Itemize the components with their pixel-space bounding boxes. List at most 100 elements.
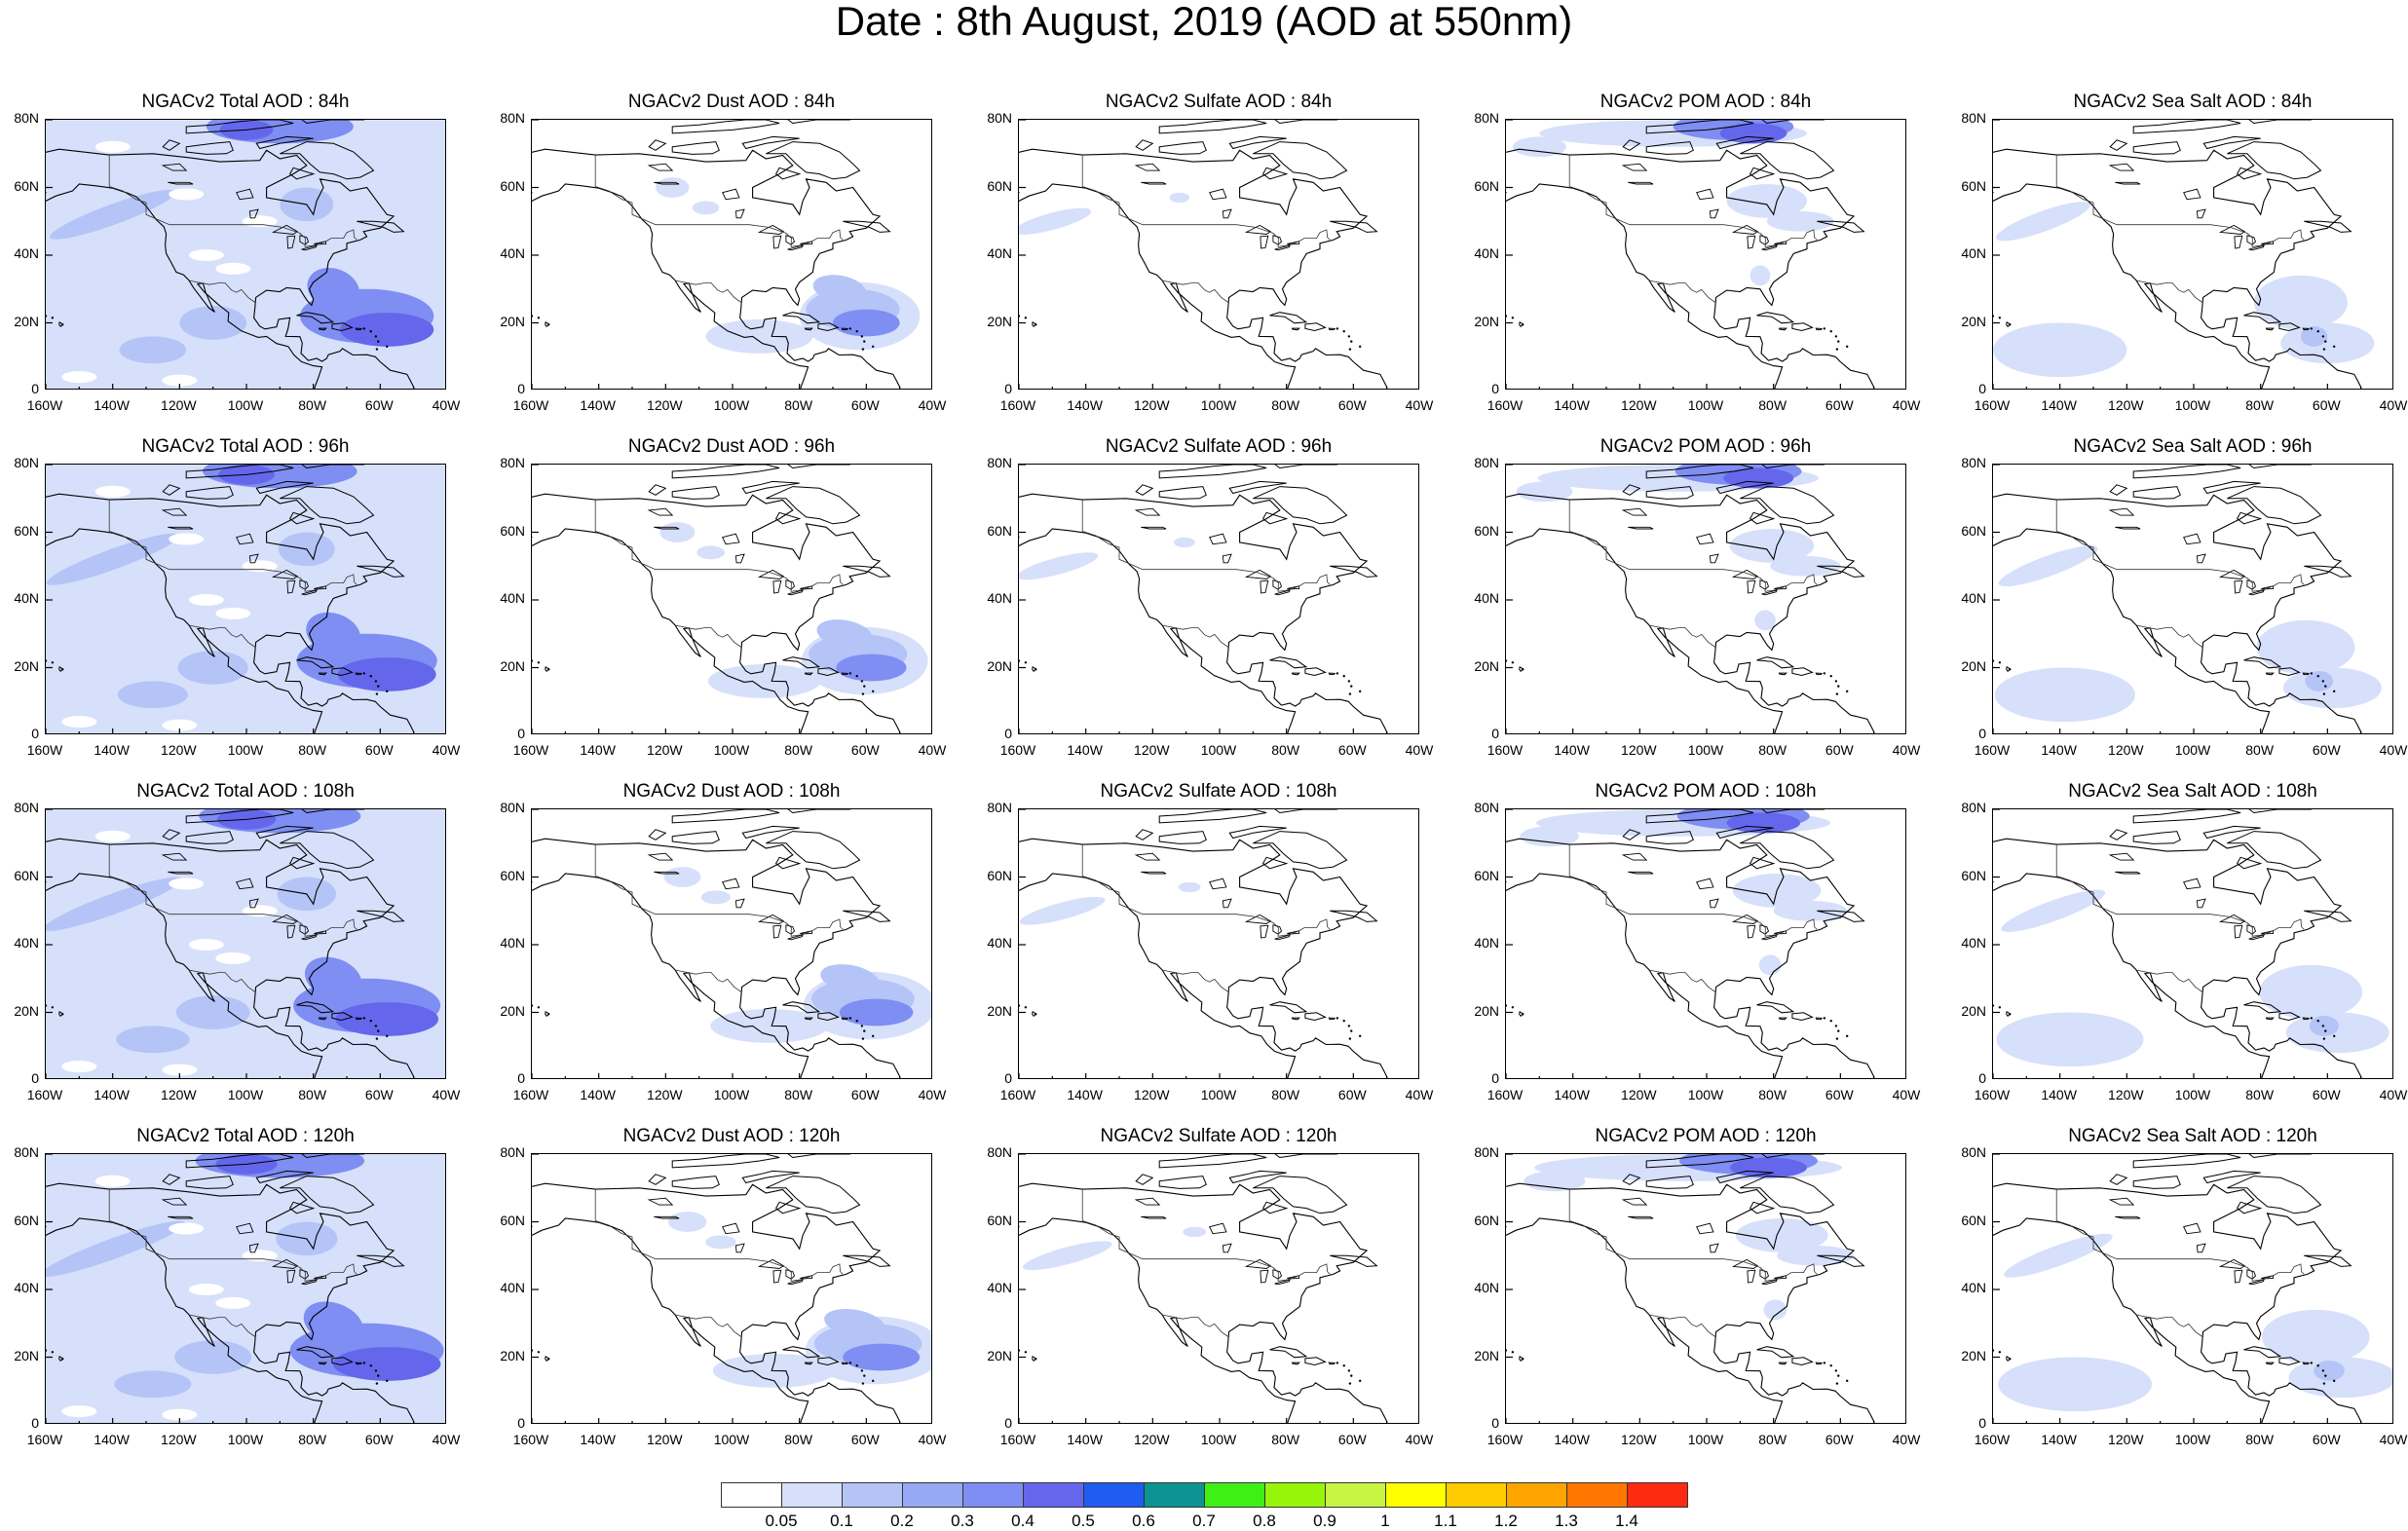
small-island (861, 1037, 865, 1040)
country-border (1649, 969, 1716, 993)
lake-outline (299, 579, 310, 590)
lake-outline (236, 533, 254, 545)
lon-tick-label: 40W (432, 397, 461, 413)
lake-outline (787, 244, 804, 251)
lon-tick-label: 160W (512, 742, 549, 758)
lake-outline (1621, 1197, 1648, 1206)
colorbar-label: 0.7 (1192, 1512, 1216, 1530)
lake-outline (168, 1215, 194, 1219)
lon-tick-label: 160W (26, 1087, 63, 1102)
lake-outline (1696, 533, 1714, 545)
island-outline (1740, 1176, 1835, 1214)
lake-outline (1134, 507, 1161, 516)
lat-tick-label: 60N (500, 522, 525, 539)
lake-outline (2218, 1258, 2246, 1269)
country-border (1081, 500, 1331, 592)
lake-outline (1209, 1222, 1227, 1235)
lon-tick-label: 160W (1974, 1087, 2011, 1102)
lon-tick-label: 80W (1271, 742, 1300, 758)
map-pom-aod-96h (1505, 464, 1906, 734)
island-outline (288, 511, 316, 525)
map-sulfate-aod-120h (1018, 1153, 1419, 1424)
lat-tick-label: 0 (1004, 1070, 1012, 1086)
island-outline (162, 1174, 181, 1185)
island-outline (671, 465, 780, 479)
lon-tick-label: 120W (161, 397, 197, 413)
aod-field (1998, 1233, 2392, 1412)
coastline (1506, 493, 1875, 733)
island-outline (1740, 141, 1835, 180)
small-island (51, 1006, 55, 1009)
island-outline (1330, 565, 1378, 578)
island-outline (1158, 1154, 1267, 1169)
lon-tick-label: 60W (850, 397, 880, 413)
small-island (386, 690, 389, 693)
lon-tick-label: 140W (1067, 1432, 1103, 1447)
lon-tick-label: 140W (2041, 1087, 2077, 1102)
lake-outline (2218, 224, 2246, 235)
lon-tick-label: 80W (784, 1432, 813, 1447)
lake-outline (1696, 1222, 1714, 1235)
lon-tick-label: 160W (999, 742, 1036, 758)
island-outline (162, 139, 181, 151)
small-island (1350, 1374, 1353, 1377)
lake-outline (1272, 235, 1283, 245)
country-border (2136, 280, 2203, 304)
island-outline (2304, 910, 2352, 922)
small-island (1823, 327, 1826, 330)
lon-tick-label: 160W (26, 742, 63, 758)
country-border (108, 844, 357, 937)
small-island (1998, 1006, 2002, 1009)
small-island (377, 1374, 380, 1377)
lat-tick-label: 60N (1961, 867, 1986, 883)
aod-patch (1754, 610, 1776, 631)
island-outline (2265, 327, 2275, 331)
small-island (369, 674, 372, 678)
small-island (1837, 340, 1840, 343)
aod-patch (1022, 1241, 1112, 1271)
lat-tick-label: 60N (1961, 177, 1986, 194)
small-island (855, 1019, 858, 1023)
lake-outline (2248, 934, 2265, 941)
lake-outline (1709, 208, 1719, 219)
lake-outline (286, 579, 296, 594)
lake-outline (1709, 553, 1719, 564)
coastline (532, 493, 901, 733)
island-outline (1715, 480, 1774, 495)
island-outline (357, 910, 405, 922)
lat-tick-label: 40N (1961, 935, 1986, 951)
island-outline (288, 167, 316, 180)
coastline (532, 148, 901, 389)
island-outline (185, 486, 234, 500)
small-island (1347, 1025, 1351, 1027)
lake-outline (1222, 898, 1232, 909)
aod-field (1996, 889, 2389, 1067)
island-outline (1304, 1357, 1327, 1366)
island-outline (1330, 910, 1378, 922)
lat-tick-label: 0 (31, 381, 39, 396)
island-outline (1815, 327, 1823, 331)
lat-tick-label: 80N (1961, 1144, 1986, 1160)
aod-patch (46, 877, 182, 931)
lat-tick-label: 40N (14, 245, 39, 261)
lon-tick-label: 40W (2379, 742, 2408, 758)
country-border (1568, 844, 1818, 937)
lake-outline (1628, 181, 1654, 185)
lake-outline (1747, 235, 1756, 249)
small-island (60, 1358, 64, 1361)
island-outline (1791, 667, 1814, 677)
country-border (2136, 624, 2203, 649)
panel-title: NGACv2 Dust AOD : 96h (627, 436, 836, 457)
island-outline (1740, 831, 1835, 870)
lon-tick-label: 120W (1621, 1432, 1657, 1447)
lon-tick-label: 80W (2245, 397, 2275, 413)
map-svg (532, 809, 931, 1078)
lon-tick-label: 80W (1271, 397, 1300, 413)
island-outline (185, 809, 294, 824)
colorbar-label: 0.1 (830, 1512, 853, 1530)
island-outline (2278, 667, 2301, 677)
aod-patch (1520, 826, 1579, 847)
small-island (1835, 348, 1839, 351)
colorbar-label: 1 (1380, 1512, 1390, 1530)
island-outline (1253, 1176, 1348, 1214)
